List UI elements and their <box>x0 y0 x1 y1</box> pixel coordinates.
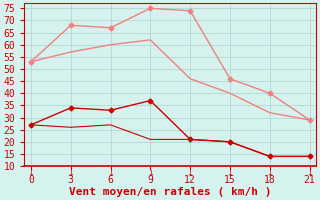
Text: ↓: ↓ <box>266 169 273 178</box>
Text: ↓: ↓ <box>187 169 194 178</box>
Text: ↓: ↓ <box>28 169 34 178</box>
Text: ↓: ↓ <box>147 169 154 178</box>
Text: ↓: ↓ <box>227 169 234 178</box>
X-axis label: Vent moyen/en rafales ( km/h ): Vent moyen/en rafales ( km/h ) <box>69 187 271 197</box>
Text: ↓: ↓ <box>67 169 74 178</box>
Text: ↓: ↓ <box>107 169 114 178</box>
Text: ↓: ↓ <box>306 169 313 178</box>
